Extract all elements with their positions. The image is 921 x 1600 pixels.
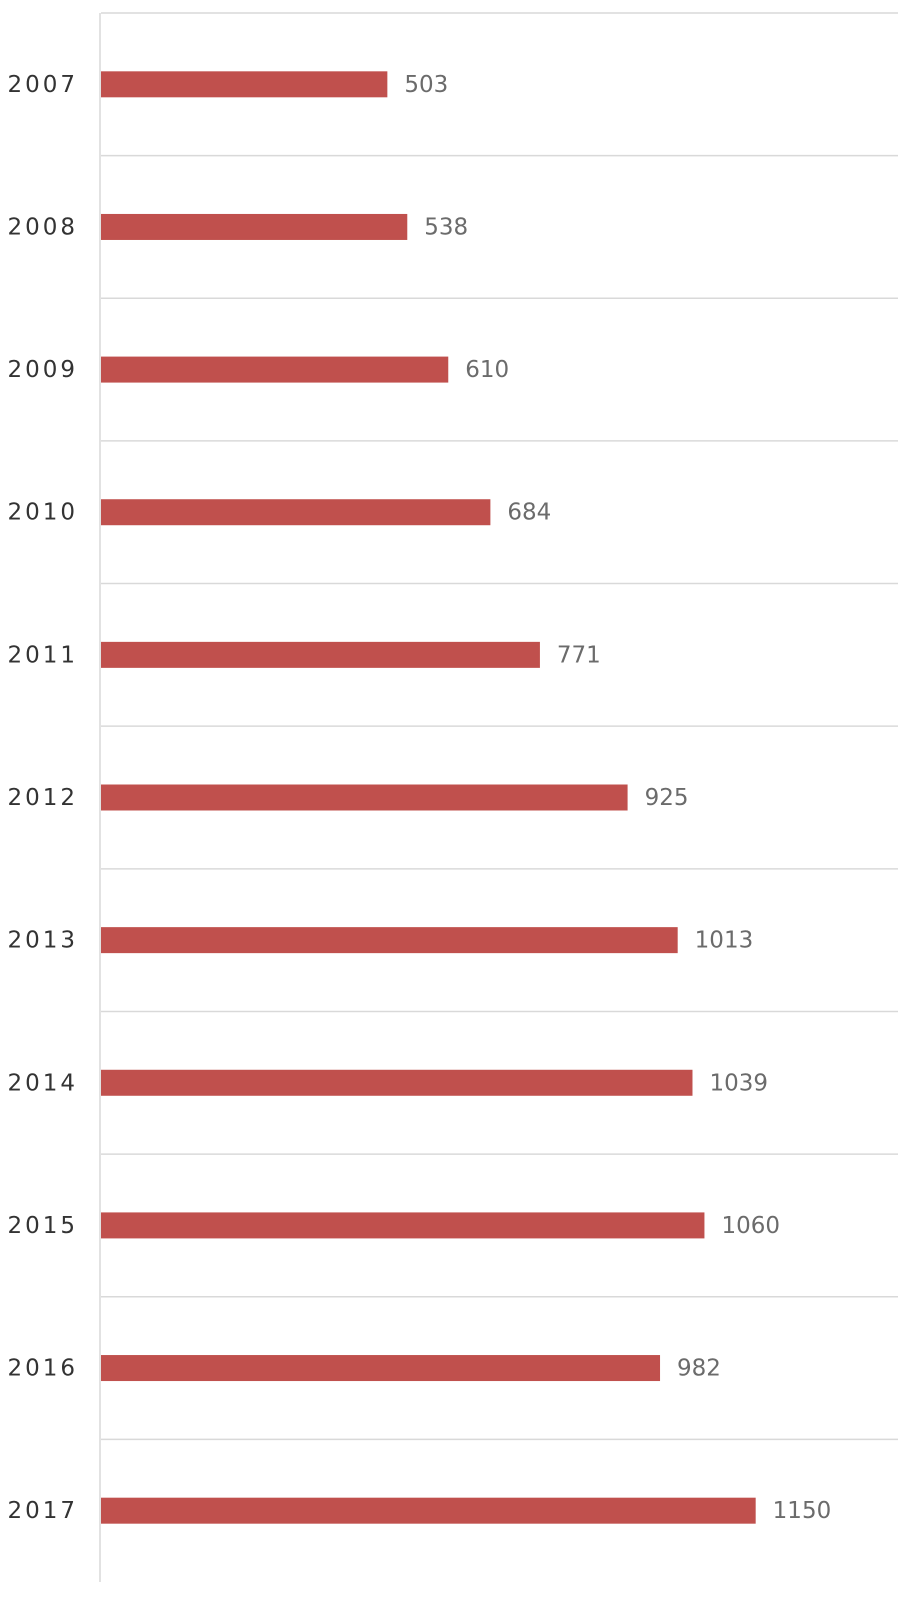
data-label: 1060	[721, 1213, 780, 1239]
y-tick-label: 2009	[7, 357, 78, 383]
data-label: 982	[677, 1356, 721, 1382]
bar	[101, 499, 491, 526]
bar	[101, 1355, 661, 1382]
y-tick-label: 2017	[7, 1498, 78, 1524]
y-tick-label: 2012	[7, 785, 78, 811]
bar	[101, 784, 628, 811]
data-label: 610	[465, 357, 509, 383]
y-tick-label: 2016	[7, 1356, 78, 1382]
bar	[101, 927, 678, 954]
data-label: 1013	[695, 928, 754, 954]
bar	[101, 213, 408, 240]
data-label: 684	[507, 500, 551, 526]
bar	[101, 1069, 693, 1096]
data-label: 1150	[773, 1498, 832, 1524]
data-label: 771	[557, 642, 601, 668]
y-tick-label: 2008	[7, 214, 78, 240]
y-tick-label: 2011	[7, 642, 78, 668]
data-label: 925	[645, 785, 689, 811]
bar	[101, 641, 540, 668]
bar	[101, 1497, 756, 1524]
y-tick-label: 2015	[7, 1213, 78, 1239]
bar	[101, 356, 449, 383]
y-tick-label: 2007	[7, 72, 78, 98]
y-tick-label: 2010	[7, 500, 78, 526]
data-label: 503	[404, 72, 448, 98]
y-tick-label: 2013	[7, 928, 78, 954]
data-label: 538	[424, 214, 468, 240]
bar	[101, 71, 388, 98]
y-tick-label: 2014	[7, 1070, 78, 1096]
data-label: 1039	[709, 1070, 768, 1096]
bar	[101, 1212, 705, 1239]
